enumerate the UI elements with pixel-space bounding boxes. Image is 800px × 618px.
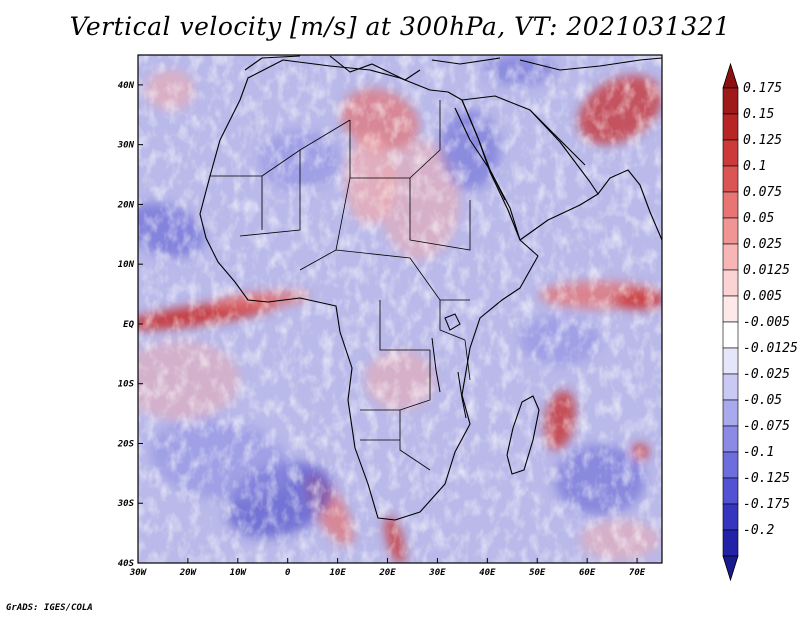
lon-tick-label: 30E — [428, 568, 446, 578]
persian-gulf — [529, 109, 586, 166]
colorbar-swatch — [722, 347, 739, 375]
colorbar-swatch — [722, 113, 739, 141]
lat-tick-label: 30N — [117, 141, 135, 151]
colorbar-swatch — [722, 139, 739, 167]
colorbar-swatch — [722, 529, 739, 557]
longitude-axis: 30W 20W 10W 0 10E 20E 30E 40E 50E 60E 70E — [129, 558, 646, 578]
colorbar-bottom-arrow — [722, 555, 739, 582]
colorbar-label: 0.1 — [743, 159, 766, 174]
colorbar-swatch — [722, 425, 739, 453]
country-borders — [210, 100, 471, 471]
colorbar-swatch — [722, 451, 739, 479]
lake-malawi — [457, 371, 467, 419]
lat-tick-label: 10N — [118, 260, 135, 270]
colorbar-label: 0.075 — [743, 185, 782, 200]
colorbar-swatch — [722, 399, 739, 427]
colorbar-label: 0.125 — [743, 133, 782, 148]
colorbar-label: -0.1 — [743, 445, 774, 460]
colorbar-swatch — [722, 165, 739, 193]
lon-tick-label: 70E — [629, 568, 646, 578]
lon-tick-label: 40E — [479, 568, 496, 578]
south-asia-coastline — [597, 169, 662, 241]
colorbar-swatch — [722, 321, 739, 349]
colorbar-label: -0.175 — [743, 497, 790, 512]
lon-tick-label: 60E — [579, 568, 596, 578]
lat-tick-label: 20N — [117, 200, 135, 210]
lon-tick-label: 30W — [129, 568, 148, 578]
colorbar-swatch — [722, 503, 739, 531]
madagascar-coastline — [506, 395, 540, 475]
lon-tick-label: 20W — [179, 568, 198, 578]
lon-tick-label: 0 — [285, 568, 291, 578]
colorbar-label: 0.0125 — [743, 263, 790, 278]
colorbar-label: -0.025 — [743, 367, 790, 382]
colorbar-label: 0.175 — [743, 81, 782, 96]
lake-tanganyika — [431, 337, 441, 393]
colorbar-swatch — [722, 191, 739, 219]
colorbar-swatch — [722, 87, 739, 115]
lat-tick-label: EQ — [123, 320, 134, 330]
europe-coastline — [244, 55, 662, 81]
colorbar-label: -0.05 — [743, 393, 782, 408]
lat-tick-label: 30S — [117, 499, 135, 509]
colorbar-label: -0.2 — [743, 523, 774, 538]
colorbar-top-arrow — [722, 62, 739, 89]
field-noise — [138, 55, 662, 563]
colorbar-swatch — [722, 243, 739, 271]
colorbar-swatch — [722, 477, 739, 505]
red-sea — [454, 107, 506, 201]
colorbar: 0.175 0.15 0.125 0.1 0.075 0.05 0.025 0.0125 0.0… — [722, 62, 798, 582]
colorbar-swatch — [722, 295, 739, 323]
chart-title: Vertical velocity [m/s] at 300hPa, VT: 2… — [69, 12, 731, 41]
coastlines — [199, 55, 662, 521]
colorbar-label: 0.15 — [743, 107, 774, 122]
colorbar-swatch — [722, 373, 739, 401]
colorbar-swatch — [722, 269, 739, 297]
lon-tick-label: 50E — [529, 568, 546, 578]
lon-tick-label: 10W — [230, 568, 248, 578]
colorbar-label: 0.005 — [743, 289, 782, 304]
colorbar-swatch — [722, 217, 739, 245]
lat-tick-label: 40S — [118, 559, 135, 569]
lake-victoria — [444, 313, 461, 331]
lat-tick-label: 10S — [118, 380, 135, 390]
grads-credit: GrADS: IGES/COLA — [6, 603, 93, 613]
colorbar-label: -0.005 — [743, 315, 790, 330]
lat-tick-label: 20S — [117, 439, 135, 449]
lakes — [431, 313, 467, 419]
velocity-field — [138, 55, 662, 563]
africa-coastline — [199, 59, 539, 521]
lon-tick-label: 20E — [378, 568, 396, 578]
colorbar-label: -0.075 — [743, 419, 790, 434]
latitude-axis: 40N 30N 20N 10N EQ 10S 20S 30S 40S — [117, 81, 143, 569]
colorbar-label: -0.125 — [743, 471, 790, 486]
lat-tick-label: 40N — [118, 81, 135, 91]
lon-tick-label: 10E — [329, 568, 346, 578]
colorbar-label: -0.0125 — [743, 341, 798, 356]
colorbar-label: 0.025 — [743, 237, 782, 252]
colorbar-label: 0.05 — [743, 211, 774, 226]
map-frame — [137, 54, 663, 564]
